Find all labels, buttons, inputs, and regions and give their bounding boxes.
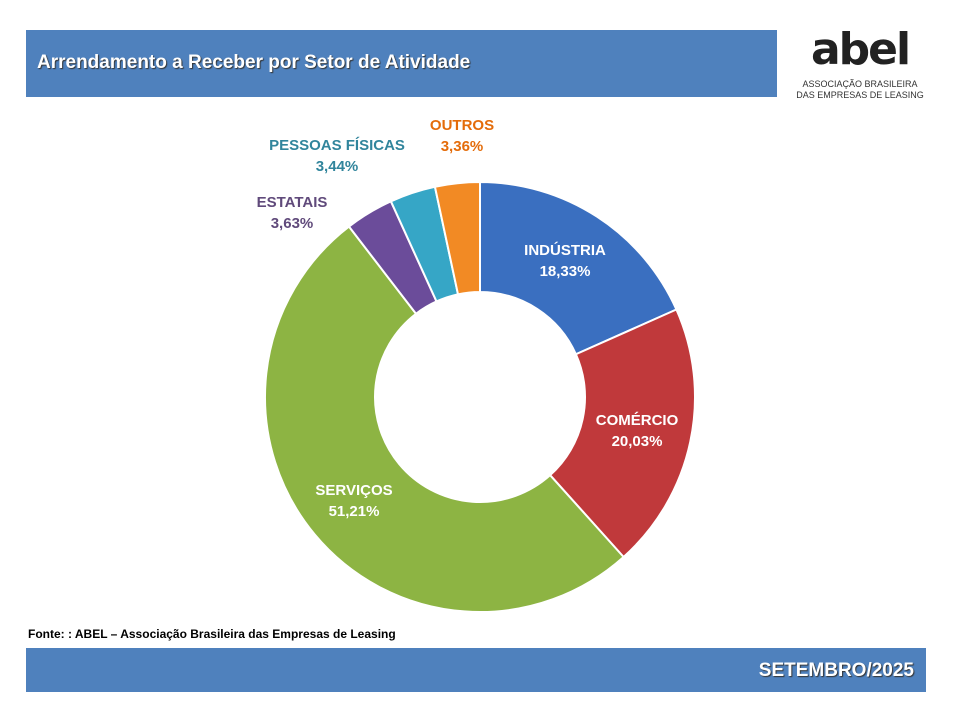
slice-category-label: SERVIÇOS (315, 482, 392, 499)
slice-category-label: COMÉRCIO (596, 412, 679, 429)
logo-line1: ASSOCIAÇÃO BRASILEIRA (802, 79, 918, 89)
slice-category-label: INDÚSTRIA (524, 241, 606, 259)
slice-value-label: 18,33% (540, 263, 591, 280)
slice-category-label: PESSOAS FÍSICAS (269, 137, 405, 154)
slice-value-label: 3,44% (316, 158, 359, 175)
slice-value-label: 20,03% (612, 433, 663, 450)
header-bar: Arrendamento a Receber por Setor de Ativ… (26, 30, 777, 97)
logo-mark: abel (810, 24, 911, 75)
period-label: SETEMBRO/2025 (758, 660, 914, 681)
slice-value-label: 51,21% (329, 503, 380, 520)
slice-value-label: 3,63% (271, 215, 314, 232)
slice-category-label: ESTATAIS (257, 194, 328, 211)
slice-value-label: 3,36% (441, 138, 484, 155)
donut-slice-2 (264, 225, 626, 613)
footer-bar: SETEMBRO/2025 (26, 648, 926, 692)
donut-slice-5 (433, 180, 481, 296)
slice-category-label: OUTROS (430, 117, 494, 134)
logo-line2: DAS EMPRESAS DE LEASING (796, 90, 924, 100)
donut-slice-1 (548, 308, 696, 559)
donut-slice-0 (479, 180, 678, 356)
page-title: Arrendamento a Receber por Setor de Ativ… (37, 52, 471, 73)
source-note: Fonte: : ABEL – Associação Brasileira da… (28, 627, 396, 641)
abel-logo: abel ASSOCIAÇÃO BRASILEIRA DAS EMPRESAS … (790, 24, 930, 102)
